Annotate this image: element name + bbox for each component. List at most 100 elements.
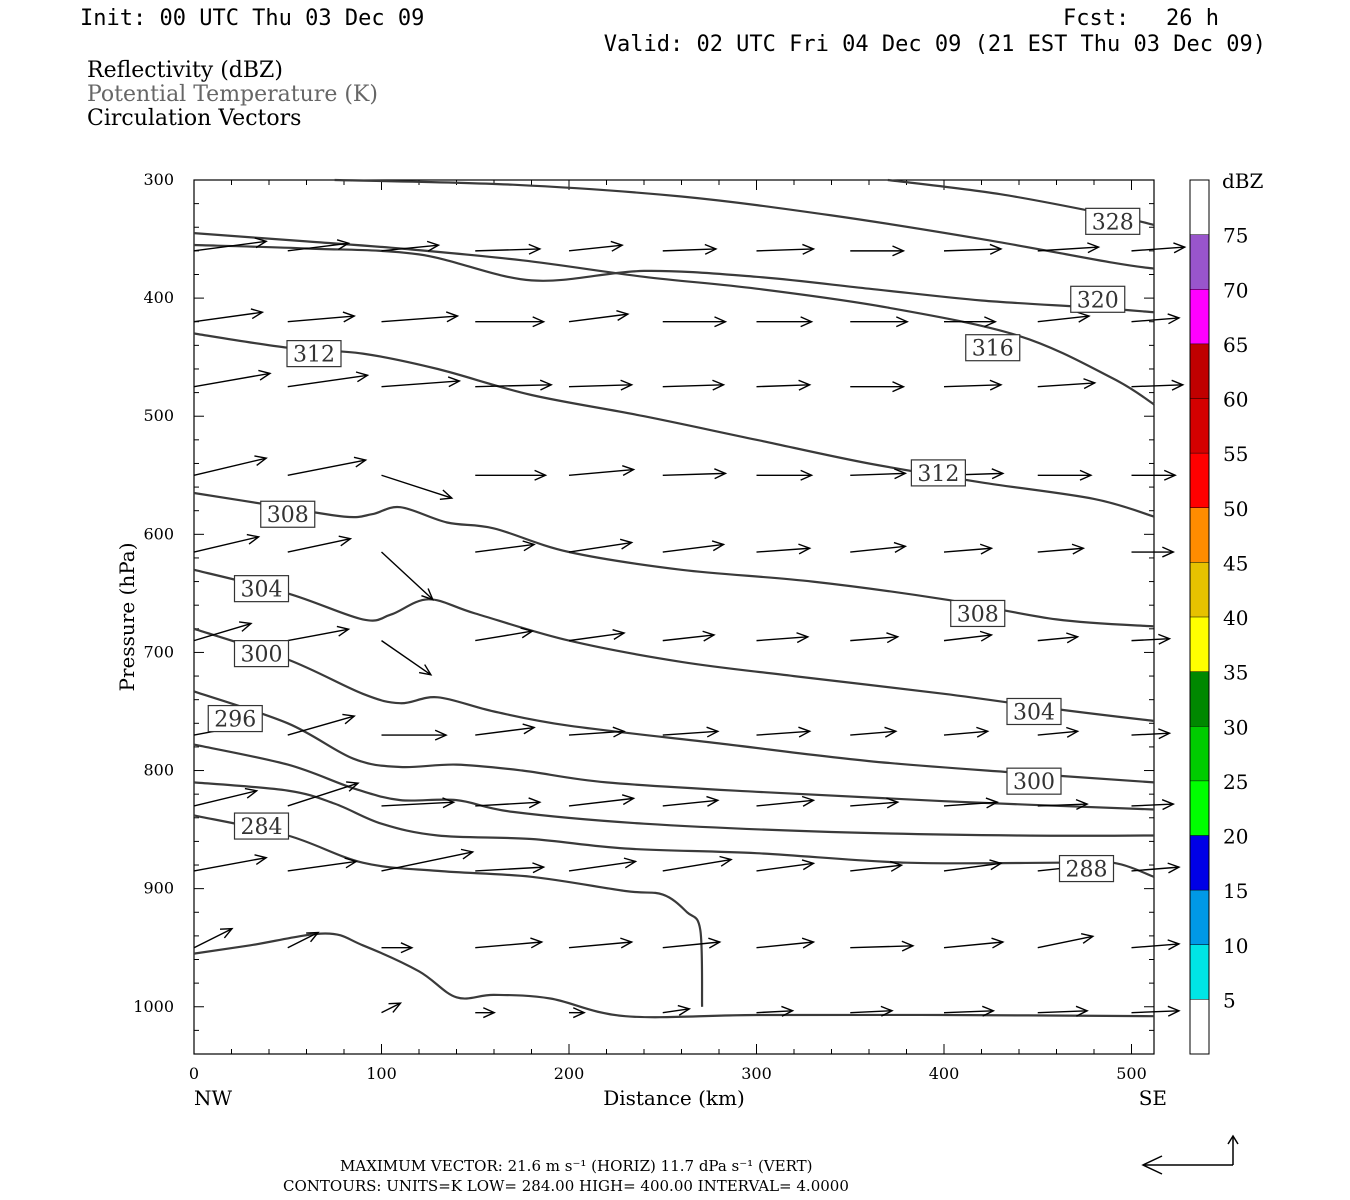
circulation-vector bbox=[381, 729, 448, 741]
circulation-vector bbox=[756, 243, 816, 255]
colorbar-segment bbox=[1190, 289, 1209, 344]
circulation-vector bbox=[850, 797, 900, 809]
circulation-vector bbox=[568, 310, 630, 323]
circulation-vector bbox=[1037, 726, 1080, 738]
circulation-vector bbox=[1037, 933, 1095, 949]
circulation-vector bbox=[756, 726, 812, 738]
max-vector-text: MAXIMUM VECTOR: 21.6 m s⁻¹ (HORIZ) 11.7 … bbox=[340, 1157, 812, 1175]
circulation-vector bbox=[850, 541, 908, 553]
colorbar-segment bbox=[1190, 453, 1209, 508]
circulation-vector bbox=[193, 854, 268, 872]
circulation-vector bbox=[662, 795, 720, 807]
contour-label-308: 308 bbox=[260, 500, 316, 528]
circulation-vector bbox=[1131, 313, 1181, 325]
circulation-vector bbox=[1131, 728, 1172, 740]
colorbar-segment bbox=[1190, 234, 1209, 290]
reference-vector-icon bbox=[1141, 1134, 1239, 1175]
x-tick-label: 400 bbox=[929, 1064, 960, 1083]
colorbar-segment bbox=[1190, 835, 1209, 891]
circulation-vector bbox=[756, 632, 810, 644]
circulation-vector bbox=[381, 376, 462, 388]
colorbar-segment bbox=[1190, 180, 1209, 235]
isentrope-lines bbox=[193, 178, 1155, 1019]
circulation-vector bbox=[287, 931, 320, 949]
contour-label-312: 312 bbox=[910, 459, 966, 487]
contours-text: CONTOURS: UNITS=K LOW= 284.00 HIGH= 400.… bbox=[283, 1177, 849, 1195]
contour-label-312: 312 bbox=[286, 340, 342, 368]
circulation-vector bbox=[569, 1007, 586, 1019]
circulation-vector bbox=[943, 379, 1003, 391]
isentrope-300 bbox=[193, 627, 1155, 784]
circulation-vector bbox=[381, 474, 454, 501]
circulation-vector bbox=[1037, 469, 1093, 481]
circulation-vector bbox=[568, 538, 634, 553]
circulation-vector bbox=[193, 455, 268, 476]
circulation-vector bbox=[568, 240, 624, 252]
y-axis-ticks: 300 400 500 600 700 800 900 1000 bbox=[133, 170, 1154, 1031]
isentrope-unlabeled bbox=[193, 932, 1155, 1019]
circulation-vector bbox=[943, 1005, 996, 1017]
circulation-vector bbox=[756, 1005, 795, 1017]
colorbar-segment bbox=[1190, 890, 1209, 945]
forecast-label: Fcst: bbox=[1063, 6, 1129, 31]
circulation-vector bbox=[850, 1005, 894, 1017]
svg-text:312: 312 bbox=[293, 343, 335, 368]
valid-time: Valid: 02 UTC Fri 04 Dec 09 (21 EST Thu … bbox=[604, 32, 1266, 57]
circulation-vector bbox=[1037, 632, 1080, 644]
circulation-vector bbox=[193, 533, 261, 553]
circulation-vector bbox=[850, 381, 906, 393]
circulation-vector bbox=[850, 632, 900, 644]
circulation-vector bbox=[756, 543, 812, 555]
circulation-vector bbox=[193, 369, 272, 388]
svg-text:320: 320 bbox=[1077, 288, 1119, 313]
contour-label-300: 300 bbox=[1006, 767, 1062, 795]
contour-labels: 328 320 316 312 312 308 308 304 304 300 300 296 288 2… bbox=[207, 207, 1141, 883]
isentrope-288 bbox=[193, 781, 1155, 878]
circulation-vector bbox=[568, 379, 634, 391]
isentrope-324 bbox=[334, 178, 1155, 270]
circulation-vector bbox=[475, 627, 534, 642]
circulation-vector bbox=[568, 726, 626, 738]
circulation-vector bbox=[1131, 379, 1185, 391]
circulation-vector bbox=[381, 942, 414, 954]
circulation-vector bbox=[193, 621, 253, 642]
circulation-vector bbox=[662, 855, 733, 872]
title-reflectivity: Reflectivity (dBZ) bbox=[87, 58, 283, 83]
contour-label-328: 328 bbox=[1085, 207, 1141, 235]
colorbar-label: 35 bbox=[1223, 661, 1248, 685]
circulation-vector bbox=[850, 468, 908, 480]
circulation-vector bbox=[943, 859, 1003, 872]
circulation-vectors bbox=[193, 237, 1187, 1019]
contour-label-284: 284 bbox=[233, 812, 290, 840]
circulation-vector bbox=[756, 937, 816, 949]
circulation-vector bbox=[287, 371, 370, 388]
colorbar-segment bbox=[1190, 671, 1209, 727]
svg-text:300: 300 bbox=[1013, 770, 1055, 795]
svg-text:308: 308 bbox=[957, 602, 999, 627]
title-potential-temperature: Potential Temperature (K) bbox=[87, 82, 378, 107]
colorbar-label: 25 bbox=[1223, 770, 1248, 794]
circulation-vector bbox=[475, 540, 536, 553]
svg-text:304: 304 bbox=[241, 578, 283, 603]
colorbar-segment bbox=[1190, 726, 1209, 781]
circulation-vector bbox=[1131, 242, 1187, 254]
init-time: Init: 00 UTC Thu 03 Dec 09 bbox=[80, 6, 424, 31]
colorbar-segment bbox=[1190, 999, 1209, 1054]
isentrope-316 bbox=[193, 232, 1155, 406]
circulation-vector bbox=[943, 243, 1003, 255]
contour-label-296: 296 bbox=[207, 704, 263, 733]
isentrope-296 bbox=[193, 690, 1155, 811]
circulation-vector bbox=[568, 464, 636, 477]
circulation-vector bbox=[287, 625, 351, 642]
circulation-vector bbox=[943, 797, 999, 809]
circulation-vector bbox=[850, 245, 906, 257]
x-tick-label: 500 bbox=[1116, 1064, 1147, 1083]
circulation-vector bbox=[944, 316, 998, 328]
isentrope-292 bbox=[193, 743, 1155, 837]
x-tick-label: 100 bbox=[366, 1064, 397, 1083]
circulation-vector bbox=[1037, 798, 1089, 811]
isentrope-312 bbox=[193, 332, 1155, 518]
colorbar-label: 5 bbox=[1223, 988, 1236, 1012]
circulation-vector bbox=[943, 726, 990, 738]
